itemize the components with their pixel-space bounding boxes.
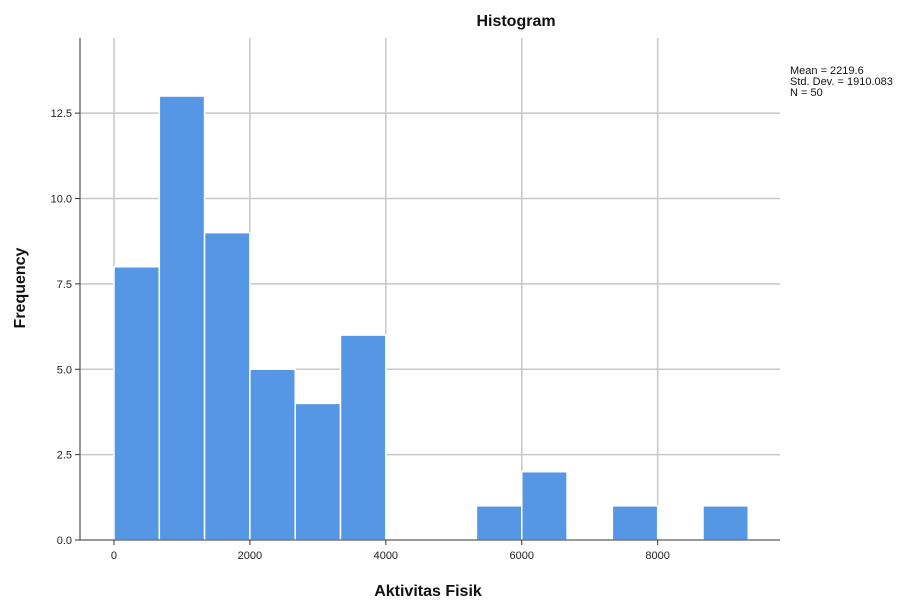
stat-mean: Mean = 2219.6 [790,65,864,77]
y-tick-label: 12.5 [51,108,72,120]
y-tick-label: 5.0 [57,364,72,376]
histogram-bar [203,231,251,541]
x-tick-label: 6000 [510,550,534,562]
axes [75,38,780,545]
y-tick-labels: 0.0 2.5 5.0 7.5 10.0 12.5 [51,108,72,547]
y-tick-label: 2.5 [57,450,72,462]
y-tick-label: 0.0 [57,535,72,547]
histogram-bar [294,402,342,541]
histogram-bar [702,505,750,541]
x-tick-labels: 0 2000 4000 6000 8000 [111,550,670,562]
x-tick-label: 2000 [238,550,262,562]
x-tick-label: 0 [111,550,117,562]
x-axis-title: Aktivitas Fisik [374,583,482,600]
histogram-bar [158,95,206,541]
histogram-bar [249,368,296,541]
x-tick-label: 4000 [374,550,398,562]
bars [113,95,750,541]
stat-std-dev: Std. Dev. = 1910.083 [790,76,893,88]
histogram-bar [475,505,523,541]
histogram-bar [339,334,387,541]
chart-title: Histogram [476,13,555,30]
y-axis-title: Frequency [12,247,29,328]
stat-n: N = 50 [790,87,823,99]
histogram-bar [113,266,161,541]
x-tick-label: 8000 [645,550,669,562]
histogram-bar [611,505,659,541]
histogram-bar [520,470,568,541]
y-tick-label: 7.5 [57,279,72,291]
statistics-legend: Mean = 2219.6 Std. Dev. = 1910.083 N = 5… [790,66,893,99]
y-tick-label: 10.0 [51,194,72,206]
